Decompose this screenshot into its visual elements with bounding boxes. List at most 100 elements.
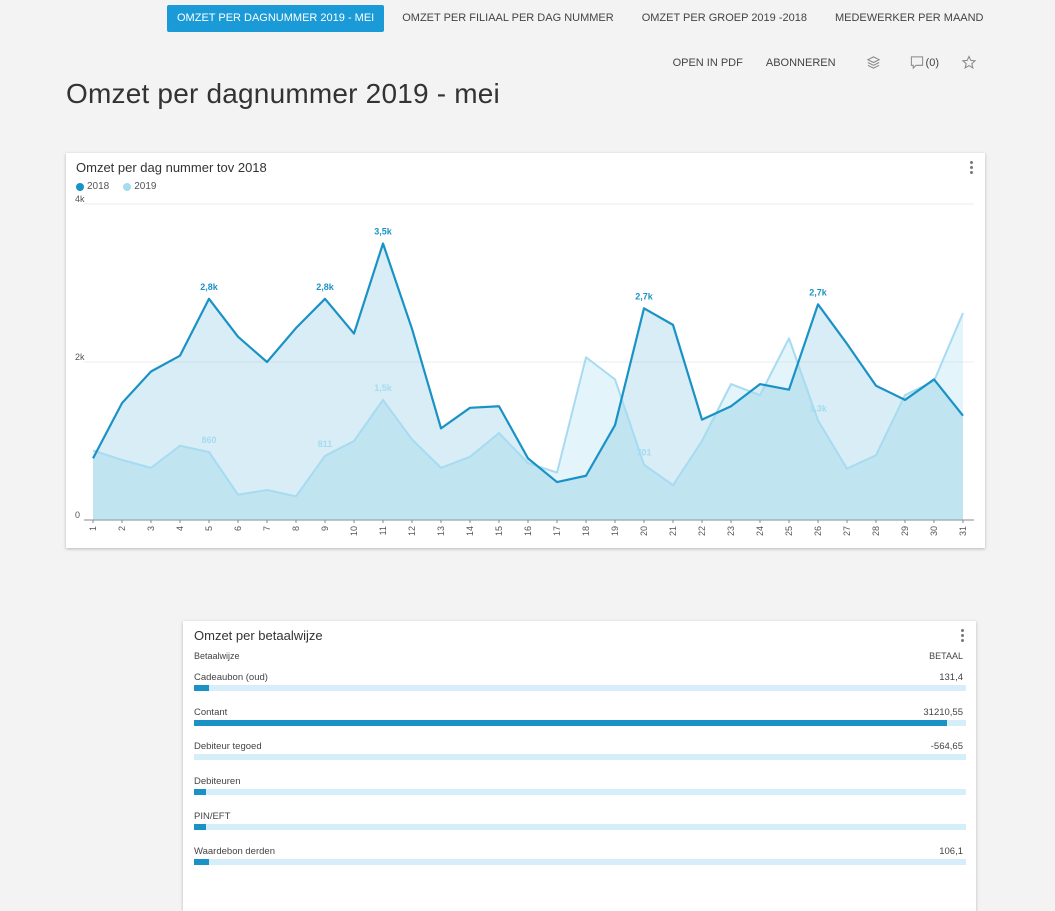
x-tick-label: 17 <box>552 526 562 536</box>
chart-legend: 2018 2019 <box>76 181 171 192</box>
x-tick-label: 28 <box>871 526 881 536</box>
payment-row[interactable]: PIN/EFT <box>194 811 966 841</box>
x-tick-label: 1 <box>88 526 98 531</box>
data-label-2018: 2,8k <box>200 282 219 292</box>
x-tick-label: 24 <box>755 526 765 536</box>
payment-bar-fill <box>194 685 210 691</box>
payment-row-label: Debiteuren <box>194 776 241 787</box>
x-tick-label: 2 <box>117 526 127 531</box>
payment-row-label: Cadeaubon (oud) <box>194 672 268 683</box>
payment-card-title: Omzet per betaalwijze <box>194 628 323 643</box>
legend-dot-2019 <box>123 182 132 191</box>
data-label-2018: 2,8k <box>316 282 335 292</box>
payment-bar-track <box>194 824 966 830</box>
payment-bar-track <box>194 685 966 691</box>
favorite-button[interactable] <box>961 55 977 70</box>
layers-button[interactable] <box>866 55 881 70</box>
legend-item-2019[interactable]: 2019 <box>123 181 157 192</box>
data-label-2018: 2,7k <box>809 287 828 297</box>
tab-omzet-per-groep[interactable]: OMZET PER GROEP 2019 -2018 <box>641 12 807 24</box>
payment-method-card: Omzet per betaalwijze Betaalwijze BETAAL… <box>183 621 976 911</box>
star-icon <box>961 55 977 70</box>
report-actions: OPEN IN PDF ABONNEREN (0) <box>650 55 977 70</box>
payment-row[interactable]: Contant 31210,55 <box>194 707 966 737</box>
x-tick-label: 22 <box>697 526 707 536</box>
x-tick-label: 12 <box>407 526 417 536</box>
comment-icon <box>910 56 923 70</box>
legend-label-2018: 2018 <box>87 181 110 192</box>
x-tick-label: 19 <box>610 526 620 536</box>
x-tick-label: 14 <box>465 526 475 536</box>
x-tick-label: 6 <box>233 526 243 531</box>
payment-bar-fill <box>194 859 210 865</box>
y-tick-label: 0 <box>75 510 80 520</box>
col-header-betaal: BETAAL <box>929 651 963 661</box>
col-header-betaalwijze: Betaalwijze <box>194 651 240 661</box>
x-tick-label: 31 <box>958 526 968 536</box>
series-area-2019 <box>93 313 963 520</box>
payment-row[interactable]: Cadeaubon (oud) 131,4 <box>194 672 966 702</box>
payment-row[interactable]: Debiteur tegoed -564,65 <box>194 741 966 771</box>
payment-bar-fill <box>194 824 206 830</box>
series-line-2018 <box>92 242 964 484</box>
x-tick-label: 5 <box>204 526 214 531</box>
chart-menu-icon[interactable] <box>970 161 974 176</box>
daily-revenue-chart-card: Omzet per dag nummer tov 2018 2018 2019 … <box>66 153 985 548</box>
x-tick-label: 11 <box>378 526 388 535</box>
x-tick-label: 13 <box>436 526 446 536</box>
data-label-2019: 811 <box>318 439 333 449</box>
payment-card-menu-icon[interactable] <box>961 629 965 644</box>
x-tick-label: 16 <box>523 526 533 536</box>
x-tick-label: 9 <box>320 526 330 531</box>
data-label-2019: 1,3k <box>809 403 828 413</box>
legend-item-2018[interactable]: 2018 <box>76 181 109 192</box>
x-tick-label: 7 <box>262 526 272 531</box>
data-label-2019: 1,5k <box>374 383 393 393</box>
payment-bar-track <box>194 789 966 795</box>
payment-table-header: Betaalwijze BETAAL <box>194 651 963 661</box>
x-tick-label: 30 <box>929 526 939 536</box>
payment-row[interactable]: Waardebon derden 106,1 <box>194 846 966 876</box>
tab-omzet-per-filiaal[interactable]: OMZET PER FILIAAL PER DAG NUMMER <box>402 12 614 24</box>
payment-row-label: PIN/EFT <box>194 811 231 822</box>
series-area-2018 <box>93 243 963 520</box>
payment-row-label: Debiteur tegoed <box>194 741 262 752</box>
x-tick-label: 27 <box>842 526 852 536</box>
x-tick-label: 20 <box>639 526 649 536</box>
payment-bar-fill <box>194 720 947 726</box>
comments-button[interactable]: (0) <box>909 55 939 70</box>
payment-row-value: 31210,55 <box>923 707 963 718</box>
tab-medewerker-per-maand[interactable]: MEDEWERKER PER MAAND <box>834 12 984 24</box>
x-tick-label: 29 <box>900 526 910 536</box>
subscribe-button[interactable]: ABONNEREN <box>765 56 836 69</box>
x-tick-label: 21 <box>668 526 678 536</box>
data-label-2018: 3,5k <box>374 227 393 237</box>
x-tick-label: 4 <box>175 526 185 531</box>
page-title: Omzet per dagnummer 2019 - mei <box>66 78 500 109</box>
payment-row-label: Waardebon derden <box>194 846 275 857</box>
x-tick-label: 18 <box>581 526 591 536</box>
legend-dot-2018 <box>76 182 84 191</box>
x-tick-label: 10 <box>349 526 359 536</box>
payment-row-value: -564,65 <box>930 741 963 752</box>
layers-icon <box>866 56 880 69</box>
report-tabs: OMZET PER DAGNUMMER 2019 - MEI OMZET PER… <box>167 5 1002 32</box>
data-label-2019: 701 <box>636 448 651 458</box>
series-line-2019 <box>92 312 964 498</box>
x-tick-label: 23 <box>726 526 736 536</box>
payment-row-value: 106,1 <box>939 846 963 857</box>
x-tick-label: 25 <box>784 526 794 536</box>
comments-count: (0) <box>925 56 939 69</box>
y-tick-label: 2k <box>75 352 85 362</box>
payment-row-value: 131,4 <box>939 672 963 683</box>
payment-bar-track <box>194 754 966 760</box>
payment-row[interactable]: Debiteuren <box>194 776 966 806</box>
open-in-pdf-button[interactable]: OPEN IN PDF <box>672 56 743 69</box>
tab-omzet-per-dagnummer[interactable]: OMZET PER DAGNUMMER 2019 - MEI <box>167 5 385 32</box>
data-label-2018: 2,7k <box>635 291 654 301</box>
legend-label-2019: 2019 <box>134 181 157 192</box>
y-tick-label: 4k <box>75 194 85 204</box>
payment-row-label: Contant <box>194 707 228 718</box>
payment-bar-fill <box>194 789 206 795</box>
